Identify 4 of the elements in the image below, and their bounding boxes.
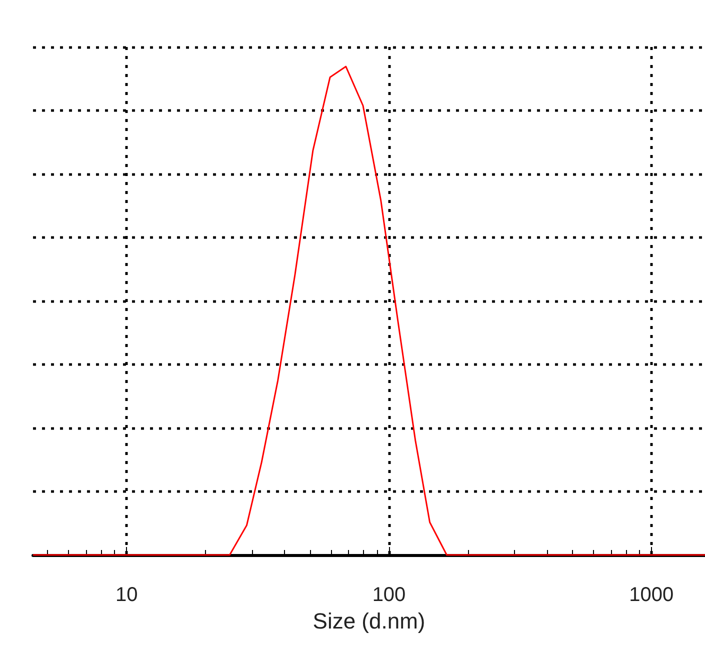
x-tick-label: 1000 bbox=[629, 584, 674, 606]
x-axis-title: Size (d.nm) bbox=[312, 608, 426, 634]
x-tick-label: 100 bbox=[372, 584, 406, 606]
x-tick-label: 10 bbox=[115, 584, 138, 606]
